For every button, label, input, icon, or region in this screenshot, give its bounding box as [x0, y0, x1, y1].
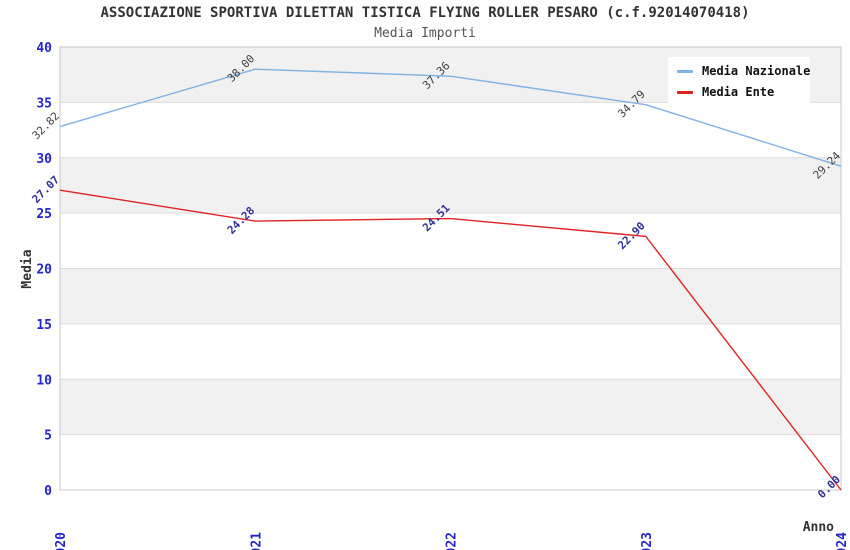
- legend-label-nazionale: Media Nazionale: [702, 64, 811, 78]
- x-axis-title: Anno: [803, 520, 834, 535]
- y-tick-label: 35: [36, 96, 52, 111]
- point-label: 32.82: [30, 110, 63, 143]
- y-tick-label: 20: [36, 263, 52, 278]
- y-tick-label: 30: [36, 152, 52, 167]
- x-tick-label: 2022: [445, 532, 460, 550]
- legend: Media Nazionale Media Ente: [668, 57, 810, 106]
- y-tick-label: 25: [36, 207, 52, 222]
- y-axis-title: Media: [20, 249, 35, 288]
- series-line-media-nazionale: [59, 68, 842, 167]
- band-stripe: [60, 157, 841, 214]
- legend-swatch-ente-icon: [677, 90, 693, 94]
- x-tick-label: 2020: [54, 532, 69, 550]
- y-tick-label: 0: [44, 484, 52, 499]
- chart-title: ASSOCIAZIONE SPORTIVA DILETTAN TISTICA F…: [100, 5, 750, 21]
- x-tick-label: 2024: [835, 532, 850, 550]
- band-stripe: [60, 379, 841, 435]
- plot-border: [59, 46, 842, 491]
- y-tick-label: 15: [36, 318, 52, 333]
- legend-swatch-nazionale-icon: [677, 69, 693, 73]
- x-tick-label: 2023: [640, 532, 655, 550]
- y-tick-label: 10: [36, 373, 52, 388]
- point-label: 27.07: [30, 173, 63, 206]
- legend-item-media-ente: Media Ente: [677, 85, 802, 99]
- legend-label-ente: Media Ente: [702, 85, 775, 99]
- x-tick-label: 2021: [249, 532, 264, 550]
- chart-subtitle: Media Importi: [374, 26, 476, 41]
- series-line-media-ente: [59, 189, 842, 491]
- band-stripe: [60, 268, 841, 324]
- y-tick-label: 5: [44, 429, 52, 444]
- y-tick-label: 40: [36, 41, 52, 56]
- legend-item-media-nazionale: Media Nazionale: [677, 64, 810, 78]
